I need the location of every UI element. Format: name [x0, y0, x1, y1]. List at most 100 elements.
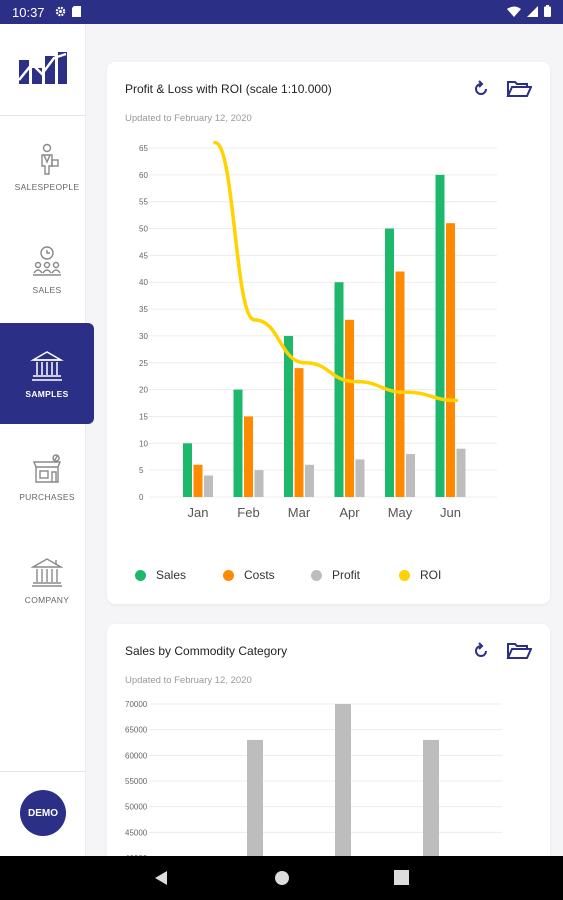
x-tick-label: Jun: [440, 505, 461, 520]
costs-bar: [395, 271, 405, 497]
y-tick-label: 60: [139, 171, 148, 180]
status-bar: 10:37: [0, 0, 563, 24]
y-tick-label: 30: [139, 332, 148, 341]
legend-item-costs[interactable]: Costs: [223, 568, 311, 582]
profit-bar: [305, 464, 314, 497]
settings-icon: [55, 5, 66, 20]
battery-icon: [544, 4, 551, 20]
y-tick-label: 60000: [125, 751, 148, 760]
profit-bar: [406, 454, 415, 497]
costs-bar: [345, 319, 354, 497]
legend-label: Sales: [156, 568, 187, 582]
costs-bar: [244, 416, 253, 497]
refresh-icon[interactable]: [468, 76, 494, 102]
salesperson-icon: [41, 143, 59, 175]
demo-badge[interactable]: DEMO: [20, 790, 66, 836]
legend-label: Costs: [244, 568, 275, 582]
sales-bar: [435, 174, 445, 497]
sidebar-item-label: PURCHASES: [19, 491, 75, 502]
profit-bar: [355, 459, 365, 497]
sidebar-item-company[interactable]: COMPANY: [0, 529, 94, 630]
y-tick-label: 5: [139, 466, 144, 475]
y-tick-label: 65: [139, 144, 148, 153]
sidebar-item-purchases[interactable]: PURCHASES: [0, 426, 94, 527]
back-icon[interactable]: [154, 870, 168, 891]
signal-icon: [527, 5, 538, 20]
home-icon[interactable]: [274, 870, 290, 891]
open-folder-icon[interactable]: [506, 76, 532, 102]
bank-icon: [30, 350, 64, 381]
category-bar: [423, 739, 439, 864]
profit-bar: [456, 448, 466, 497]
shop-icon: [32, 453, 62, 483]
x-tick-label: Jan: [188, 505, 209, 520]
commodity-sales-chart: 40000450005000055000600006500070000: [125, 700, 502, 864]
legend-label: Profit: [332, 568, 361, 582]
y-tick-label: 50000: [125, 803, 148, 812]
sidebar-item-salespeople[interactable]: SALESPEOPLE: [0, 116, 94, 217]
sidebar-item-sales[interactable]: SALES: [0, 219, 94, 320]
legend-item-roi[interactable]: ROI: [399, 568, 487, 582]
x-tick-label: Feb: [237, 505, 259, 520]
legend-item-sales[interactable]: Sales: [135, 568, 223, 582]
commodity-sales-card: Sales by Commodity Category Updated to F…: [107, 624, 550, 864]
legend-dot: [135, 569, 146, 581]
y-tick-label: 0: [139, 493, 144, 502]
sidebar-item-label: SAMPLES: [25, 388, 69, 399]
profit-loss-chart: 0 5 10 15 20 25 30 35 40 45 50 55 60 65 Jan Feb Mar Apr Ma…: [139, 140, 497, 520]
wifi-icon: [507, 5, 521, 20]
open-folder-icon[interactable]: [506, 638, 532, 664]
category-bar: [335, 704, 351, 864]
y-tick-label: 20: [139, 386, 148, 395]
sales-bar: [183, 443, 192, 497]
legend-item-profit[interactable]: Profit: [311, 568, 399, 582]
category-bar: [247, 739, 263, 864]
card-title: Sales by Commodity Category: [125, 644, 288, 658]
x-tick-label: Apr: [339, 505, 360, 520]
profit-bar: [254, 470, 264, 497]
card-updated-text: Updated to February 12, 2020: [125, 675, 252, 686]
y-tick-label: 55: [139, 198, 148, 207]
y-tick-label: 10: [139, 439, 148, 448]
card-title: Profit & Loss with ROI (scale 1:10.000): [125, 82, 332, 96]
sales-bar: [385, 228, 394, 497]
card-updated-text: Updated to February 12, 2020: [125, 113, 252, 124]
y-tick-label: 70000: [125, 700, 148, 709]
costs-bar: [193, 464, 203, 497]
y-tick-label: 15: [139, 412, 148, 421]
legend-label: ROI: [420, 568, 442, 582]
system-nav-bar: [0, 856, 563, 900]
y-tick-label: 45000: [125, 828, 148, 837]
y-tick-label: 25: [139, 359, 148, 368]
roi-line: [213, 140, 459, 403]
sidebar: SALESPEOPLE SALES SAMPLES: [0, 24, 94, 856]
status-time: 10:37: [12, 4, 45, 20]
sales-bar: [233, 389, 243, 497]
x-tick-label: Mar: [288, 505, 311, 520]
sales-bar: [284, 335, 293, 497]
app-logo[interactable]: [18, 50, 68, 86]
profit-bar: [204, 475, 213, 497]
y-tick-label: 55000: [125, 777, 148, 786]
y-tick-label: 40: [139, 278, 148, 287]
sd-card-icon: [71, 5, 81, 20]
sidebar-item-label: COMPANY: [24, 594, 70, 605]
y-tick-label: 45: [139, 251, 148, 260]
y-tick-label: 35: [139, 305, 148, 314]
sidebar-item-label: SALES: [32, 284, 62, 295]
y-tick-label: 65000: [125, 726, 148, 735]
legend-dot: [311, 569, 322, 581]
y-tick-label: 50: [139, 225, 148, 234]
costs-bar: [446, 223, 455, 497]
sales-team-icon: [33, 245, 61, 276]
x-tick-label: May: [388, 505, 413, 520]
sidebar-item-label: SALESPEOPLE: [14, 181, 80, 192]
building-icon: [30, 557, 64, 587]
sidebar-item-samples[interactable]: SAMPLES: [0, 323, 94, 424]
chart-legend: Sales Costs Profit ROI: [135, 568, 487, 582]
legend-dot: [223, 569, 234, 581]
sales-bar: [334, 282, 344, 497]
refresh-icon[interactable]: [468, 638, 494, 664]
recents-icon[interactable]: [394, 870, 409, 890]
profit-loss-card: Profit & Loss with ROI (scale 1:10.000) …: [107, 62, 550, 604]
